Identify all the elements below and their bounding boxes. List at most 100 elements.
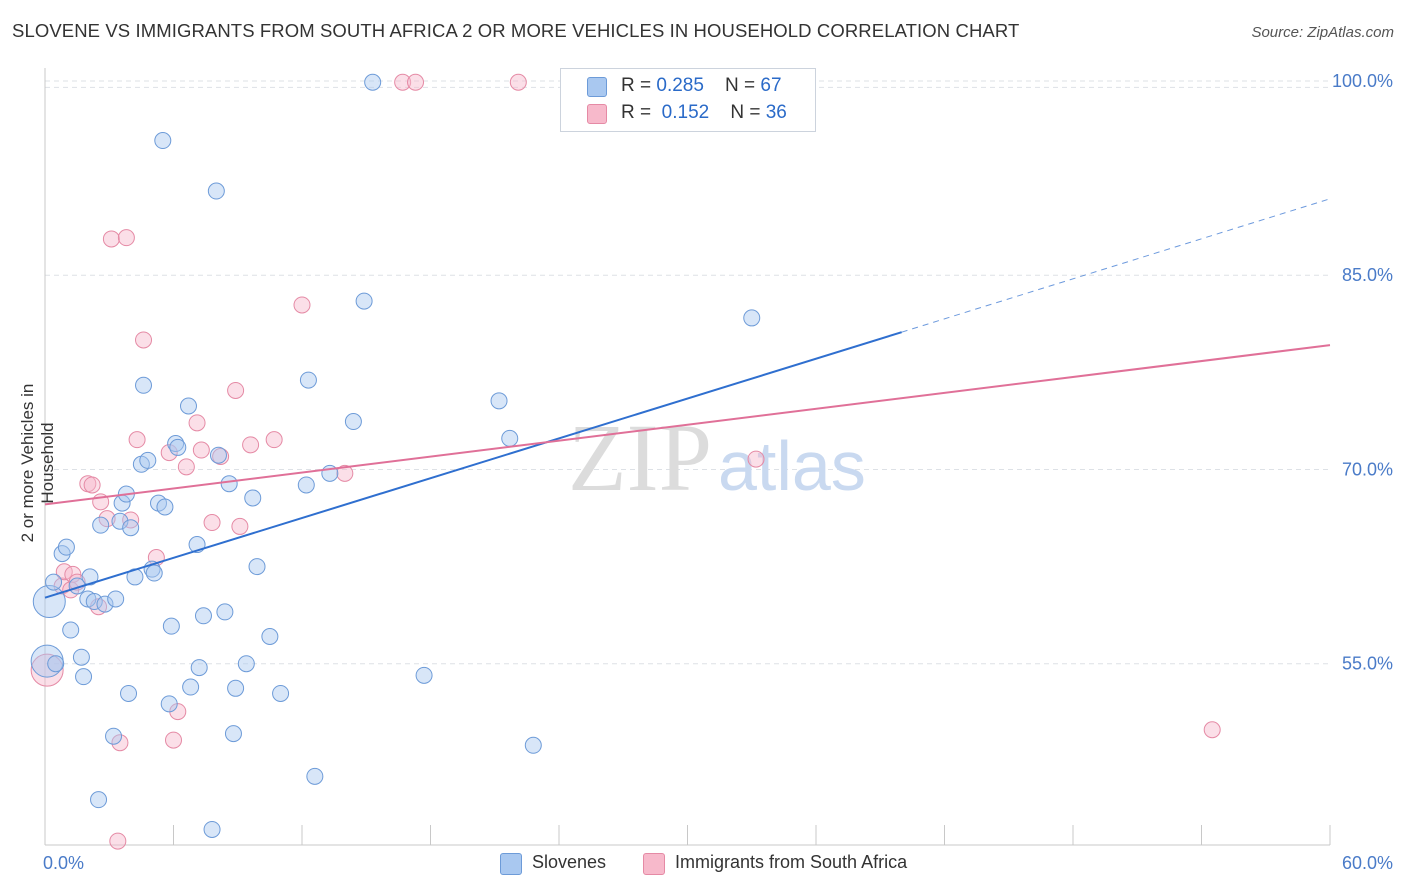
data-point (336, 464, 354, 482)
bottom-legend-label: Slovenes (532, 852, 607, 872)
legend-r-label: R = (621, 75, 657, 96)
legend-n-label: N = (725, 75, 761, 96)
y-tick-labels: 55.0% 70.0% 85.0% 100.0% (1332, 71, 1393, 674)
data-point (203, 514, 221, 532)
data-point (135, 376, 153, 394)
y-tick-label: 100.0% (1332, 71, 1393, 91)
correlation-legend: R = 0.285 N = 67 R = 0.152 N = 36 (560, 68, 816, 132)
data-point (102, 230, 120, 248)
data-point (237, 655, 255, 673)
data-point (154, 132, 172, 150)
data-point (81, 568, 99, 586)
y-tick-label: 55.0% (1342, 654, 1393, 674)
legend-r-value: 0.285 (656, 75, 704, 96)
chart-title: SLOVENE VS IMMIGRANTS FROM SOUTH AFRICA … (12, 20, 1020, 41)
data-point (743, 309, 761, 327)
data-point (265, 431, 283, 449)
data-point (72, 648, 90, 666)
data-point (227, 679, 245, 697)
data-point (85, 593, 103, 611)
axes: 0.0% 60.0% (43, 68, 1393, 873)
data-point (109, 832, 127, 850)
data-point (207, 182, 225, 200)
data-point (32, 585, 66, 619)
data-point (105, 727, 123, 745)
data-point (107, 590, 125, 608)
data-point (490, 392, 508, 410)
y-tick-label: 85.0% (1342, 265, 1393, 285)
data-point (117, 229, 135, 247)
data-point (47, 655, 65, 673)
x-tick-label: 0.0% (43, 853, 84, 873)
legend-swatch-blue (587, 77, 607, 97)
data-point (30, 653, 64, 687)
data-point (156, 498, 174, 516)
data-point (415, 666, 433, 684)
data-point (244, 489, 262, 507)
data-point (194, 607, 212, 625)
data-point (98, 510, 116, 528)
data-point (192, 441, 210, 459)
y-axis-title: 2 or more Vehicles in Household (18, 383, 57, 543)
data-point (501, 429, 519, 447)
data-point (160, 444, 178, 462)
data-point (128, 431, 146, 449)
data-point (120, 684, 138, 702)
data-point (111, 734, 129, 752)
data-point (122, 519, 140, 537)
watermark-zip: ZIP (568, 404, 712, 511)
data-point (111, 512, 129, 530)
trend-line-slovenes (44, 331, 902, 599)
data-point (57, 538, 75, 556)
data-point (227, 381, 245, 399)
data-point (297, 476, 315, 494)
x-tick-label: 60.0% (1342, 853, 1393, 873)
data-point (1203, 721, 1221, 739)
data-point (344, 413, 362, 431)
data-point (394, 73, 412, 91)
data-point (165, 731, 182, 749)
data-point (179, 397, 197, 415)
data-point (135, 331, 153, 349)
series-slovenes-points (30, 73, 761, 838)
bottom-legend-swatch-pink (643, 853, 665, 875)
data-point (190, 659, 208, 677)
data-point (62, 621, 80, 639)
legend-n-value: 67 (760, 75, 782, 96)
data-point (188, 414, 206, 432)
data-point (509, 73, 527, 91)
trend-lines (44, 198, 1331, 599)
data-point (220, 475, 238, 493)
data-point (242, 436, 260, 454)
data-point (75, 668, 93, 686)
data-point (96, 595, 114, 613)
data-point (407, 73, 425, 91)
data-point (355, 292, 373, 310)
trend-line-slovenes-extension (901, 198, 1331, 333)
legend-n-label: N = (730, 102, 766, 123)
data-point (747, 450, 765, 468)
bottom-legend-swatch-blue (500, 853, 522, 875)
data-point (177, 458, 195, 476)
data-point (216, 603, 234, 621)
data-point (203, 820, 221, 838)
data-point (90, 791, 108, 809)
legend-swatch-pink (587, 104, 607, 124)
y-tick-label: 70.0% (1342, 459, 1393, 479)
data-point (248, 558, 266, 576)
data-point (145, 564, 163, 582)
data-point (92, 516, 110, 534)
data-point (293, 296, 311, 314)
data-point (83, 476, 101, 494)
watermark-atlas: atlas (718, 427, 866, 505)
source-label: Source: ZipAtlas.com (1251, 24, 1394, 41)
legend-r-value: 0.152 (661, 102, 710, 123)
data-point (231, 517, 249, 535)
legend-r-label: R = (621, 102, 657, 123)
bottom-legend-label: Immigrants from South Africa (675, 852, 908, 872)
data-point (160, 695, 178, 713)
data-point (209, 446, 227, 464)
data-point (139, 451, 157, 469)
data-point (45, 573, 63, 591)
